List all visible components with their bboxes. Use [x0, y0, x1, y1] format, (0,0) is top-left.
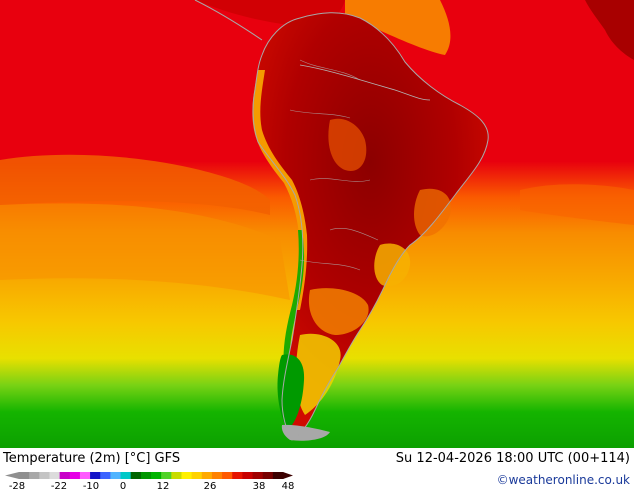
temperature-map: [0, 0, 634, 448]
credit-link[interactable]: ©weatheronline.co.uk: [496, 473, 630, 487]
legend-swatch: [232, 472, 243, 479]
country-borders: [289, 59, 379, 271]
legend-arrow-right: [283, 472, 293, 479]
legend-swatch: [262, 472, 274, 479]
map-timestamp: Su 12-04-2026 18:00 UTC (00+114): [395, 451, 630, 466]
legend-swatch: [79, 472, 91, 479]
legend-swatch: [211, 472, 223, 479]
amazon-river: [299, 64, 431, 101]
legend-tick-label: 48: [282, 481, 295, 490]
legend-tick-label: -22: [51, 481, 67, 490]
legend-swatch: [140, 472, 152, 479]
legend-tick-label: 26: [204, 481, 217, 490]
color-legend: -28 -22 -10 0 12 26 38 48: [5, 472, 295, 490]
legend-swatch: [181, 472, 193, 479]
africa-corner: [585, 0, 634, 60]
north-orange-patch: [345, 0, 451, 55]
atlantic-orange-patch: [520, 184, 634, 225]
legend-swatch: [59, 472, 71, 479]
legend-swatch: [242, 472, 254, 479]
east-brazil-orange: [414, 188, 451, 237]
legend-swatch: [49, 472, 61, 479]
map-footer: Temperature (2m) [°C] GFS Su 12-04-2026 …: [0, 448, 634, 490]
map-title: Temperature (2m) [°C] GFS: [3, 451, 181, 466]
legend-swatch: [19, 472, 30, 479]
legend-swatch: [90, 472, 101, 479]
legend-swatch: [222, 472, 233, 479]
coastline: [252, 12, 489, 441]
legend-swatch: [151, 472, 162, 479]
uruguay-yellow: [374, 243, 411, 287]
legend-swatch: [201, 472, 213, 479]
legend-swatch: [100, 472, 111, 479]
legend-tick-label: 0: [120, 481, 126, 490]
andes-green-strip: [283, 230, 305, 370]
central-america-outline: [194, 0, 263, 41]
legend-swatch: [191, 472, 203, 479]
legend-swatch: [110, 472, 122, 479]
brazil-highland-patch: [328, 118, 367, 171]
legend-swatch: [39, 472, 50, 479]
legend-swatch: [252, 472, 264, 479]
legend-swatch: [29, 472, 40, 479]
pampas-orange: [308, 288, 369, 335]
south-america-land: [253, 12, 489, 441]
legend-tick-label: 12: [157, 481, 170, 490]
legend-tick-label: 38: [253, 481, 266, 490]
legend-swatch: [120, 472, 132, 479]
pacific-warm-tongue: [0, 154, 270, 215]
legend-tick-label: -28: [9, 481, 25, 490]
legend-tick-label: -10: [83, 481, 99, 490]
legend-swatch: [69, 472, 81, 479]
legend-arrow-left: [5, 472, 19, 479]
legend-swatch: [161, 472, 172, 479]
legend-swatch: [272, 472, 284, 479]
patagonia-yellow: [295, 333, 341, 415]
pacific-orange-band: [0, 203, 290, 300]
legend-swatch: [171, 472, 182, 479]
tierra-del-fuego: [281, 424, 330, 441]
patagonia-tip-green: [277, 354, 305, 430]
legend-swatch: [130, 472, 142, 479]
